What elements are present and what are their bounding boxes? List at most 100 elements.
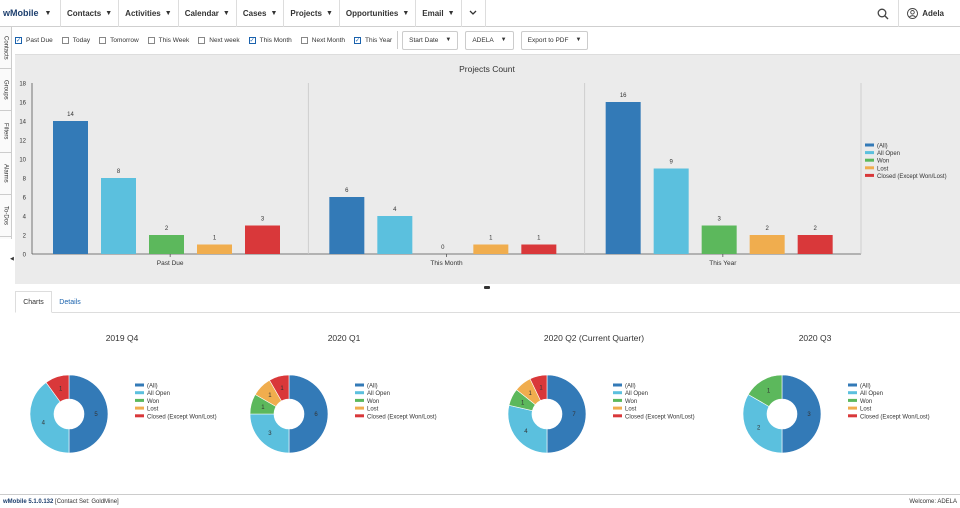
filter-this-month[interactable]: ✓ This Month [248,36,292,44]
nav-activities[interactable]: Activities ▼ [119,0,179,27]
donut-title: 2020 Q1 [328,333,361,343]
date-field-dropdown[interactable]: Start Date ▼ [402,30,459,50]
collapse-arrow-icon[interactable]: ◀ [10,256,14,262]
legend-label: All Open [877,151,900,157]
nav-label: Projects [290,8,322,18]
filter-this-year[interactable]: ✓ This Year [354,36,392,44]
user-dropdown[interactable]: ADELA ▼ [465,30,514,50]
donut-slice [507,404,548,454]
nav-cases[interactable]: Cases ▼ [237,0,285,27]
legend-swatch [613,398,622,402]
checkbox-icon [198,36,206,44]
side-tab-alarms[interactable]: Alarms [0,153,11,195]
version-info: wMobile 5.1.0.132 [Contact Set: GoldMine… [3,499,119,505]
bar [245,225,280,254]
slice-value-label: 3 [807,412,811,418]
caret-down-icon: ▼ [500,37,507,43]
top-navigation: wMobile ▼ Contacts ▼ Activities ▼ Calendar… [0,0,960,27]
bar-value-label: 3 [717,217,721,223]
status-bar: wMobile 5.1.0.132 [Contact Set: GoldMine… [0,494,960,508]
slice-value-label: 3 [268,431,272,437]
bar-value-label: 0 [441,245,445,251]
legend-label: Won [147,399,159,405]
filter-next-week[interactable]: Next week [198,36,240,44]
legend-swatch [613,391,622,395]
bar [797,235,833,254]
side-tab-label: To-Dos [2,205,9,225]
legend-label: (All) [367,384,378,390]
side-tab-label: Filters [2,123,9,140]
user-menu[interactable]: Adela [898,0,960,27]
y-tick-label: 10 [19,158,26,164]
caret-down-icon: ▼ [105,9,113,17]
legend-swatch [135,406,144,410]
side-tab-filters[interactable]: Filters [0,111,11,153]
caret-down-icon[interactable]: ▼ [44,9,52,17]
contact-set: [Contact Set: GoldMine] [55,498,119,505]
bar [377,216,413,254]
tab-charts[interactable]: Charts [15,291,52,313]
app-logo[interactable]: wMobile ▼ [0,0,61,27]
export-pdf-dropdown[interactable]: Export to PDF ▼ [520,30,589,50]
legend-swatch [355,391,364,395]
nav-label: Contacts [67,8,102,18]
nav-more-button[interactable] [462,0,486,27]
legend-swatch [865,158,874,162]
donut-slice [529,374,548,401]
side-tab-groups[interactable]: Groups [0,69,11,111]
filter-past-due[interactable]: ✓ Past Due [15,36,53,44]
slice-value-label: 1 [268,393,272,399]
slice-value-label: 1 [528,391,532,397]
resize-handle[interactable] [484,286,490,289]
filter-label: Past Due [26,36,53,44]
bar-value-label: 14 [67,112,74,118]
search-icon [877,8,889,19]
filter-this-week[interactable]: This Week [147,36,189,44]
legend-label: Lost [147,407,159,413]
divider [397,31,399,49]
filter-next-month[interactable]: Next Month [300,36,345,44]
nav-opportunities[interactable]: Opportunities ▼ [340,0,417,27]
donut-title: 2020 Q2 (Current Quarter) [544,333,644,343]
bar-value-label: 8 [117,169,121,175]
filter-today[interactable]: Today [61,36,90,44]
bar-value-label: 4 [393,207,397,213]
legend-label: Won [860,399,872,405]
nav-contacts[interactable]: Contacts ▼ [61,0,120,27]
side-tab-label: Groups [2,79,9,100]
nav-email[interactable]: Email ▼ [416,0,462,27]
bar-value-label: 9 [669,160,673,166]
dropdown-value: ADELA [472,36,494,44]
x-category-label: Past Due [157,260,184,267]
search-button[interactable] [868,0,898,27]
bar [605,102,641,254]
nav-calendar[interactable]: Calendar ▼ [179,0,237,27]
bar [701,225,737,254]
tab-details[interactable]: Details [59,298,81,306]
legend-label: Lost [367,407,379,413]
side-tab-contacts[interactable]: Contacts [0,27,11,69]
chart-title: Projects Count [459,64,515,74]
legend-swatch [613,406,622,410]
donut-title: 2020 Q3 [799,333,832,343]
filter-bar: ✓ Past Due Today Tomorrow This Week Next … [15,29,595,51]
side-tab-todos[interactable]: To-Dos [0,195,11,237]
legend-label: (All) [625,384,636,390]
caret-down-icon: ▼ [402,9,410,17]
caret-down-icon: ▼ [164,9,172,17]
legend-swatch [135,391,144,395]
donut-slice [742,394,783,454]
donut-slice [269,374,290,402]
bar-value-label: 1 [213,236,217,242]
legend-swatch [865,143,874,147]
dropdown-value: Start Date [409,36,439,44]
filter-tomorrow[interactable]: Tomorrow [99,36,139,44]
bar [53,121,88,254]
legend-label: (All) [147,384,158,390]
legend-label: All Open [367,391,390,397]
nav-label: Calendar [184,8,219,18]
caret-down-icon: ▼ [575,37,582,43]
nav-projects[interactable]: Projects ▼ [284,0,340,27]
